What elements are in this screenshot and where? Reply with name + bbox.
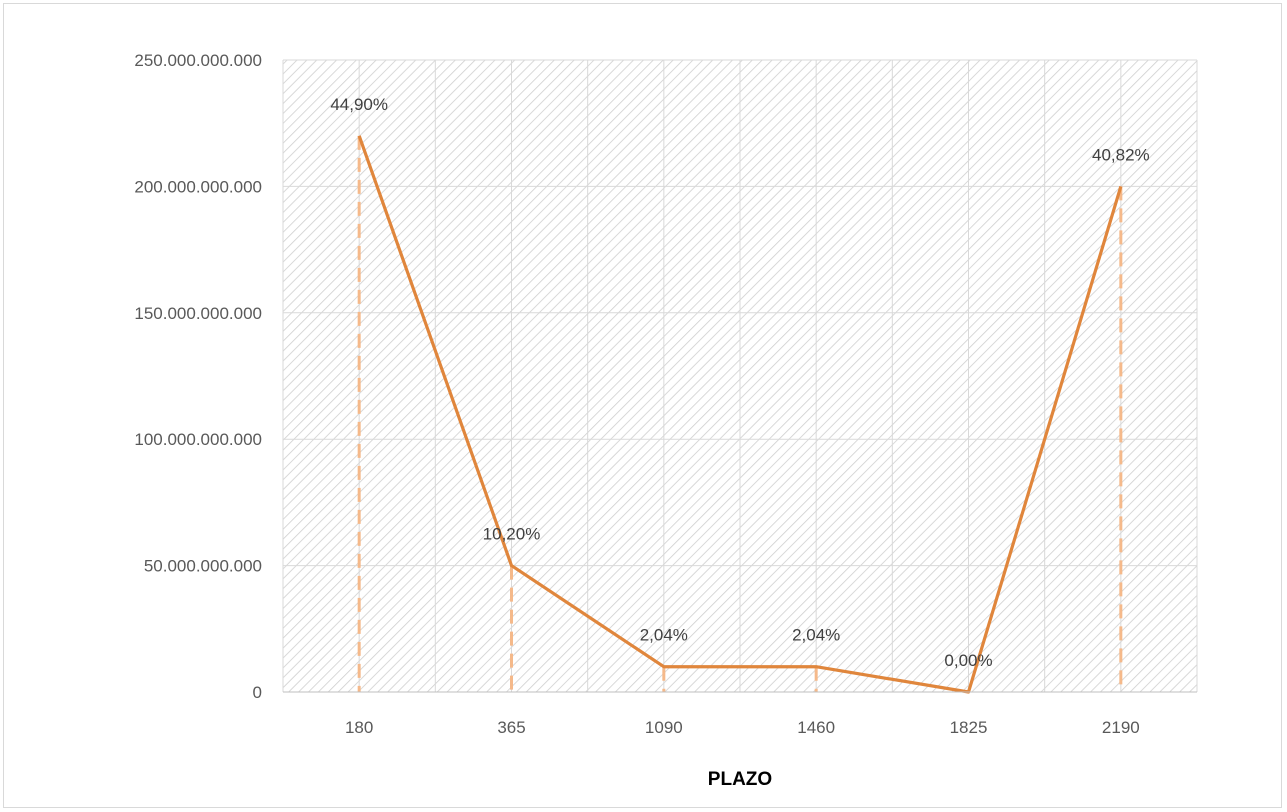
y-tick-label: 50.000.000.000 (144, 557, 262, 576)
y-tick-label: 100.000.000.000 (134, 430, 262, 449)
data-labels: 44,90% 10,20% 2,04% 2,04% 0,00% 40,82% (330, 95, 1149, 670)
data-label: 40,82% (1092, 145, 1150, 164)
y-tick-label: 150.000.000.000 (134, 304, 262, 323)
data-label: 44,90% (330, 95, 388, 114)
y-tick-label: 250.000.000.000 (134, 51, 262, 70)
y-axis-ticks: 0 50.000.000.000 100.000.000.000 150.000.00… (134, 51, 262, 702)
x-axis-ticks: 180 365 1090 1460 1825 2190 (345, 718, 1140, 737)
x-tick-label: 365 (497, 718, 525, 737)
x-tick-label: 1090 (645, 718, 683, 737)
x-tick-label: 1825 (950, 718, 988, 737)
x-tick-label: 180 (345, 718, 373, 737)
series-line (357, 135, 1123, 694)
x-tick-label: 1460 (797, 718, 835, 737)
y-tick-label: 0 (253, 683, 262, 702)
data-label: 2,04% (640, 626, 688, 645)
y-tick-label: 200.000.000.000 (134, 177, 262, 196)
x-tick-label: 2190 (1102, 718, 1140, 737)
data-label: 10,20% (483, 525, 541, 544)
data-label: 0,00% (944, 651, 992, 670)
drop-lines (357, 135, 1123, 692)
data-label: 2,04% (792, 626, 840, 645)
x-axis-title: PLAZO (708, 769, 772, 790)
